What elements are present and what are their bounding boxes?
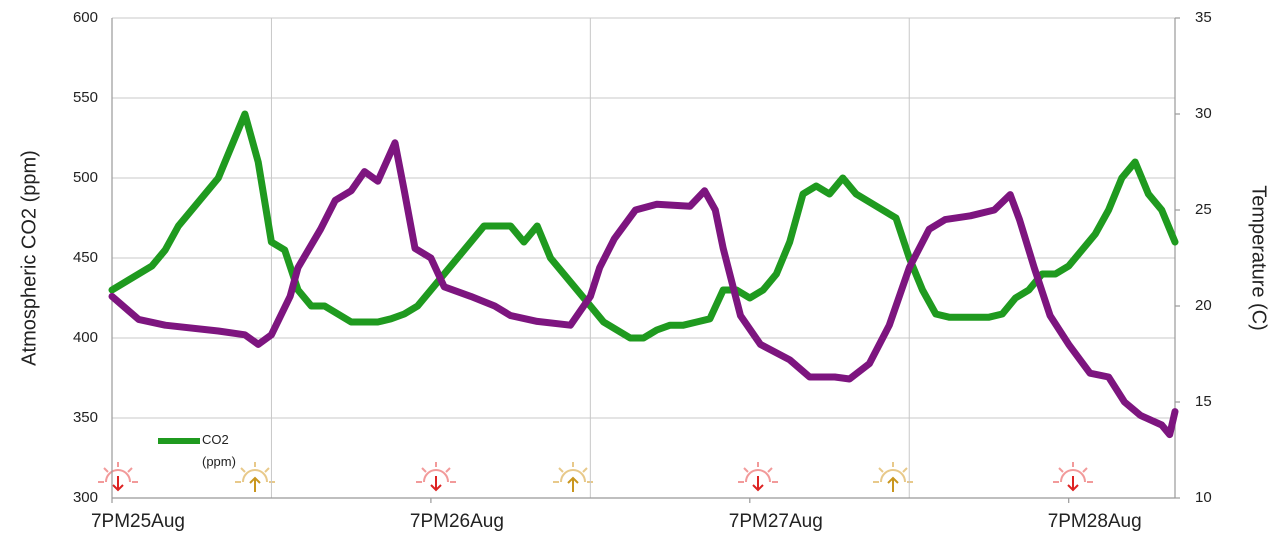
y2-tick-label: 15 [1195,393,1212,410]
y2-tick-label: 25 [1195,201,1212,218]
y-tick-label: 600 [73,9,98,26]
legend-label: CO2 (ppm) [202,432,236,469]
y2-tick-label: 20 [1195,297,1212,314]
y-tick-label: 500 [73,169,98,186]
y-axis-title: Atmospheric CO2 (ppm) [18,150,40,366]
x-tick-label: 7PM25Aug [91,511,185,532]
y-tick-label: 350 [73,409,98,426]
y2-tick-label: 10 [1195,489,1212,506]
data-line [108,139,1179,439]
y2-tick-label: 35 [1195,9,1212,26]
y-tick-label: 450 [73,249,98,266]
y2-tick-label: 30 [1195,105,1212,122]
x-tick-label: 7PM28Aug [1048,511,1142,532]
y-tick-label: 300 [73,489,98,506]
y-tick-label: 550 [73,89,98,106]
data-line [108,110,1179,342]
x-tick-label: 7PM26Aug [410,511,504,532]
x-tick-label: 7PM27Aug [729,511,823,532]
y-tick-label: 400 [73,329,98,346]
y2-axis-title: Temperature (C) [1248,185,1270,331]
sun-icons [98,462,1093,492]
